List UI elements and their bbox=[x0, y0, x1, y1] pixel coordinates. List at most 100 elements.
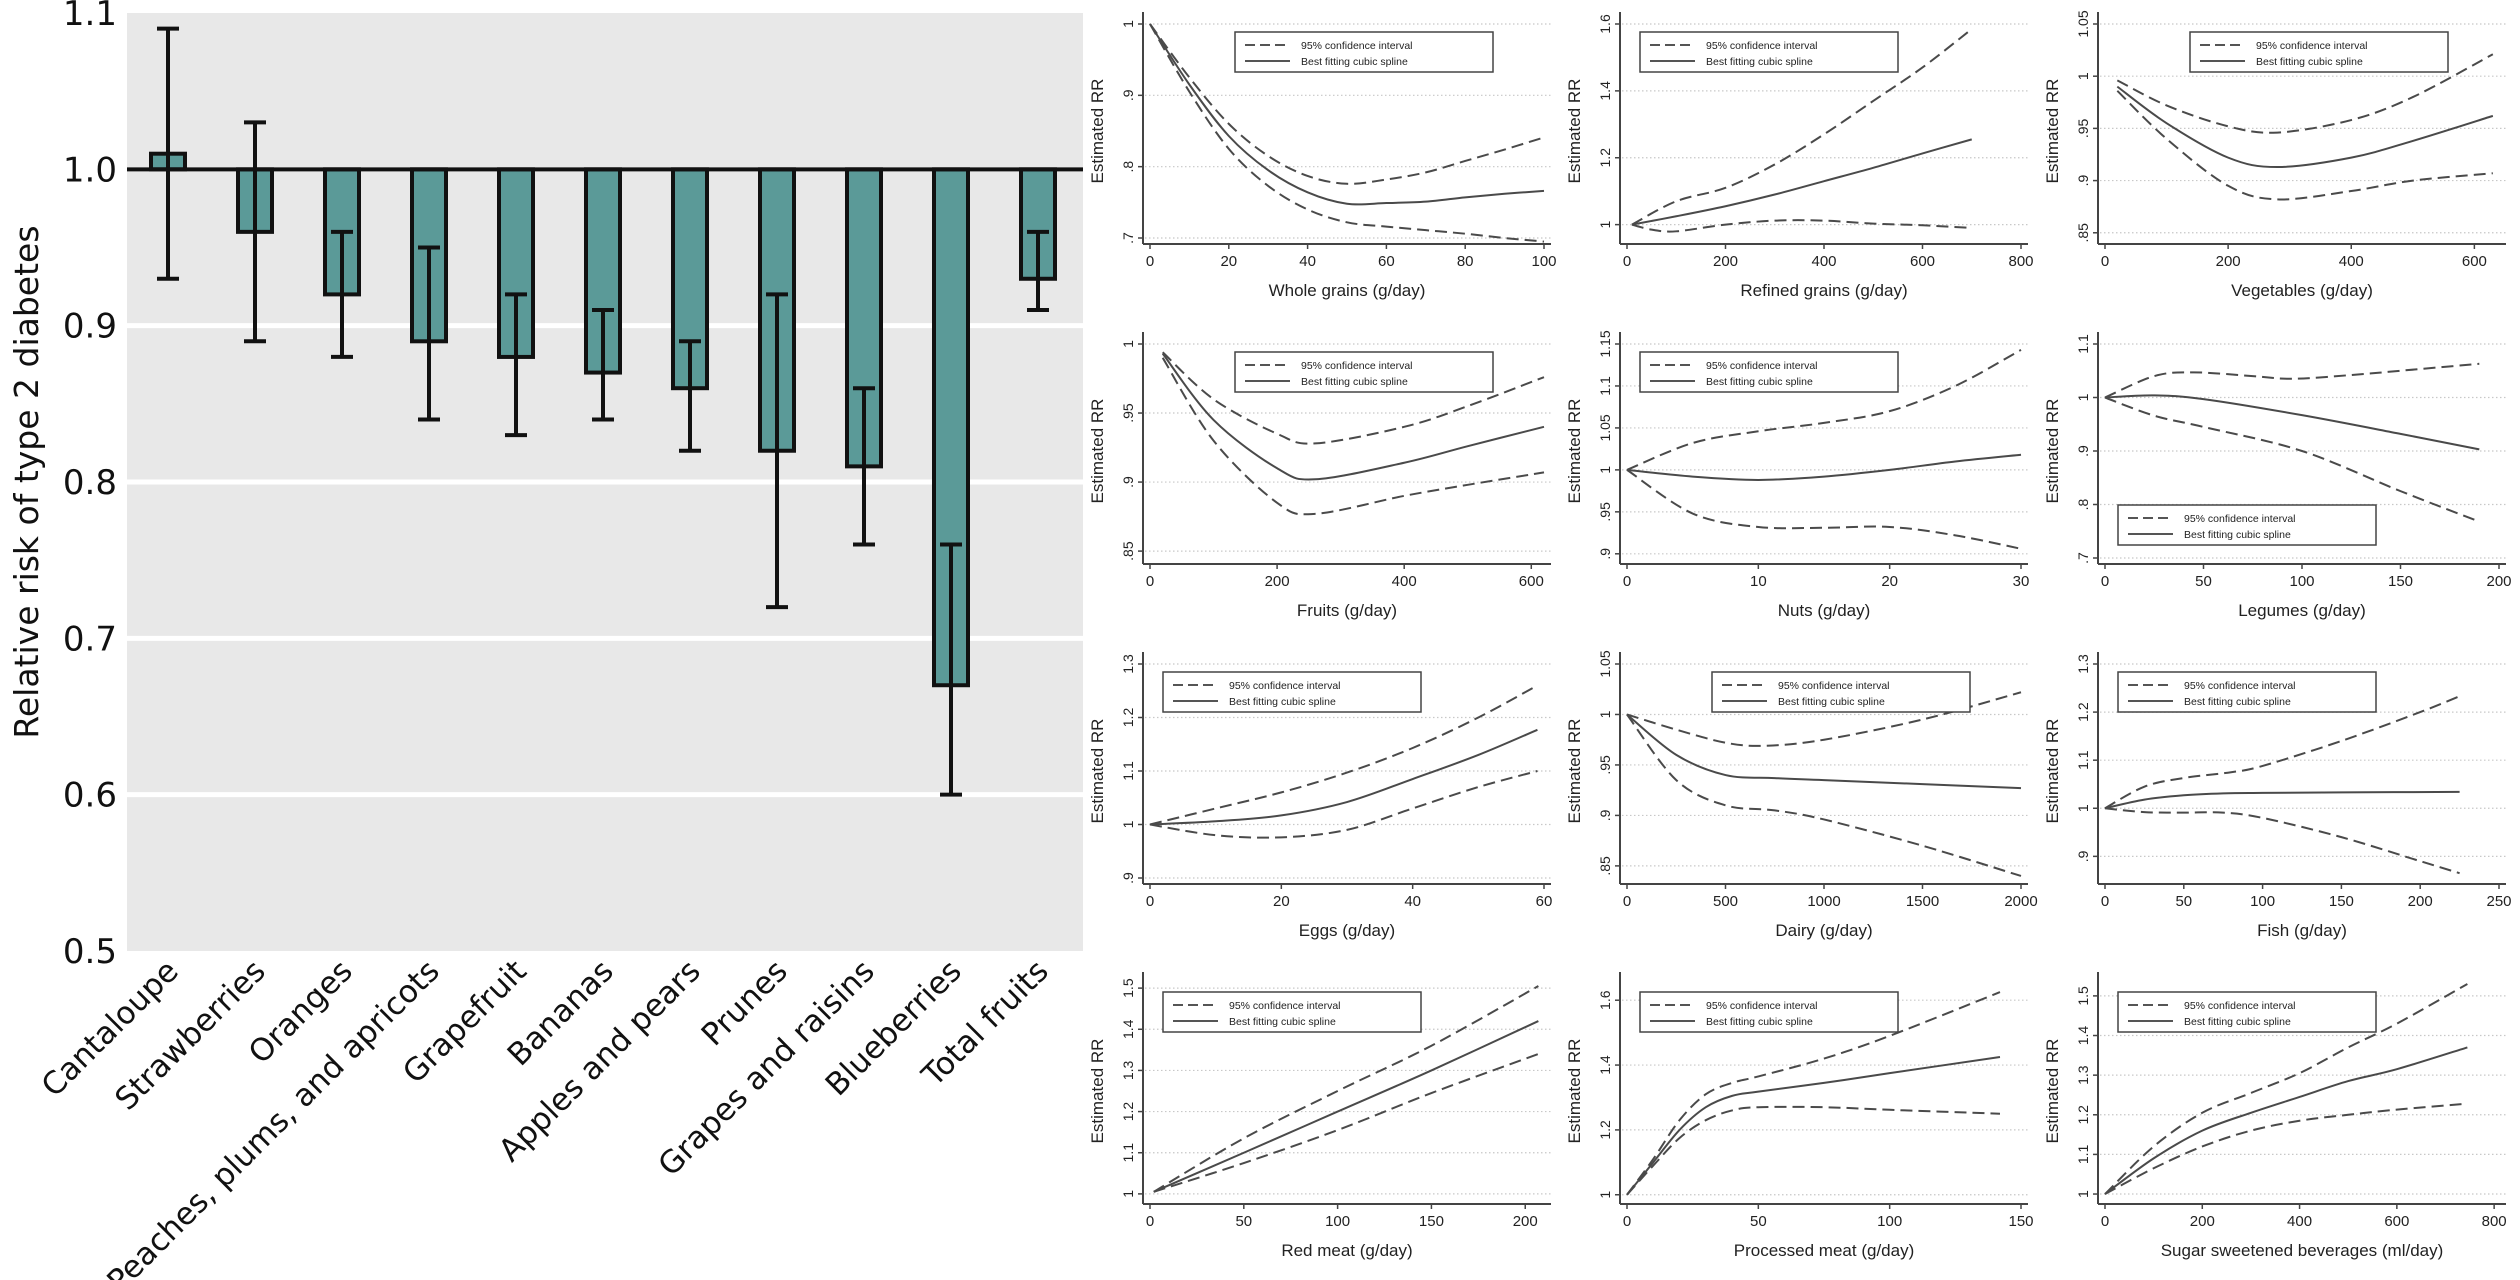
y-tick-label: 1.05 bbox=[1597, 650, 1613, 677]
legend-label: 95% confidence interval bbox=[1301, 40, 1413, 52]
y-tick-label: 1.4 bbox=[1120, 1019, 1136, 1039]
legend-label: 95% confidence interval bbox=[2184, 680, 2296, 692]
y-axis-label: Estimated RR bbox=[1565, 1039, 1584, 1144]
y-tick-label: 1.5 bbox=[1120, 978, 1136, 998]
x-axis-label: Eggs (g/day) bbox=[1299, 921, 1395, 940]
y-tick-label: 1.6 bbox=[1597, 14, 1613, 34]
x-tick-label: 1000 bbox=[1807, 893, 1840, 910]
y-tick-label: 1.15 bbox=[1597, 330, 1613, 357]
y-axis-label: Estimated RR bbox=[2043, 399, 2062, 504]
x-tick-label: 400 bbox=[1392, 573, 1417, 590]
y-tick-label: .8 bbox=[2075, 498, 2091, 510]
y-tick-label: 1 bbox=[1120, 820, 1136, 828]
y-tick-label: 0.7 bbox=[63, 619, 117, 659]
x-tick-label: 100 bbox=[1877, 1213, 1902, 1230]
x-tick-label: 600 bbox=[2462, 253, 2487, 270]
x-axis-label: Whole grains (g/day) bbox=[1269, 281, 1426, 300]
confidence-interval-line bbox=[1626, 691, 2022, 747]
y-tick-label: 1 bbox=[2075, 72, 2091, 80]
spline-panel: .85 .9 .95 1 1.05 0 500 1000 1500 2000 Dairy (g/da… bbox=[1565, 650, 2038, 940]
confidence-interval-line bbox=[2104, 1102, 2468, 1195]
y-tick-label: 1.1 bbox=[63, 0, 117, 34]
spline-panel: 1 1.1 1.2 1.3 1.4 1.5 0 50 100 150 200 Red meat (g/… bbox=[1088, 972, 1551, 1260]
y-tick-label: 1.1 bbox=[1120, 761, 1136, 781]
x-tick-label: 0 bbox=[2101, 573, 2109, 590]
confidence-interval-line bbox=[2104, 983, 2468, 1195]
x-axis-label: Fish (g/day) bbox=[2257, 921, 2347, 940]
legend-label: Best fitting cubic spline bbox=[2256, 56, 2363, 68]
legend: 95% confidence interval Best fitting cubi… bbox=[1639, 351, 1899, 393]
legend-box bbox=[1639, 351, 1899, 393]
legend-label: Best fitting cubic spline bbox=[1706, 1016, 1813, 1028]
y-tick-label: 0.6 bbox=[63, 776, 117, 816]
x-axis-label: Fruits (g/day) bbox=[1297, 601, 1397, 620]
x-tick-label: 60 bbox=[1536, 893, 1553, 910]
legend-label: Best fitting cubic spline bbox=[2184, 1016, 2291, 1028]
y-tick-label: 1.1 bbox=[1120, 1143, 1136, 1163]
legend-box bbox=[1711, 671, 1971, 713]
confidence-interval-line bbox=[1626, 991, 2001, 1196]
legend-label: Best fitting cubic spline bbox=[1706, 376, 1813, 388]
y-tick-label: 1 bbox=[1120, 20, 1136, 28]
spline-panel: 1 1.2 1.4 1.6 0 50 100 150 Processed meat (g/day… bbox=[1565, 972, 2034, 1260]
x-tick-label: 100 bbox=[1325, 1213, 1350, 1230]
x-tick-label: 0 bbox=[2101, 253, 2109, 270]
x-tick-label: 0 bbox=[1146, 253, 1154, 270]
legend-label: 95% confidence interval bbox=[1229, 680, 1341, 692]
spline-panel: 1 1.1 1.2 1.3 1.4 1.5 0 200 400 600 800 Sugar sweet… bbox=[2043, 972, 2507, 1260]
fruit-relative-risk-bar-chart: 0.50.60.70.80.91.01.1 CantaloupeStrawber… bbox=[7, 0, 1083, 1280]
spline-line bbox=[1161, 353, 1545, 481]
spline-line bbox=[1626, 1055, 2001, 1196]
y-tick-label: 1 bbox=[1120, 1190, 1136, 1198]
y-tick-label: 1 bbox=[1597, 221, 1613, 229]
spline-line bbox=[1631, 138, 1973, 226]
x-tick-label: 40 bbox=[1404, 893, 1421, 910]
x-tick-label: 200 bbox=[2216, 253, 2241, 270]
spline-panel: .9 1 1.1 1.2 1.3 0 50 100 150 200 250 Fish (g/day) E… bbox=[2043, 652, 2512, 940]
confidence-interval-line bbox=[2116, 90, 2493, 201]
x-tick-label: 150 bbox=[1419, 1213, 1444, 1230]
legend-box bbox=[1162, 991, 1422, 1033]
x-axis-label: Nuts (g/day) bbox=[1778, 601, 1871, 620]
legend: 95% confidence interval Best fitting cubi… bbox=[2117, 671, 2377, 713]
confidence-interval-line bbox=[1161, 357, 1545, 516]
confidence-interval-line bbox=[2104, 807, 2460, 875]
x-tick-label: 500 bbox=[1713, 893, 1738, 910]
y-tick-label: .9 bbox=[1120, 872, 1136, 884]
y-axis-label: Estimated RR bbox=[1088, 399, 1107, 504]
y-tick-label: .9 bbox=[2075, 175, 2091, 187]
legend-box bbox=[1234, 351, 1494, 393]
x-tick-label: 0 bbox=[1623, 253, 1631, 270]
y-tick-label: .95 bbox=[1120, 403, 1136, 423]
spline-line bbox=[2104, 1046, 2468, 1195]
x-axis-label: Dairy (g/day) bbox=[1775, 921, 1872, 940]
legend-label: Best fitting cubic spline bbox=[2184, 696, 2291, 708]
x-tick-label: 200 bbox=[1713, 253, 1738, 270]
x-tick-label: 200 bbox=[2408, 893, 2433, 910]
spline-line bbox=[1626, 713, 2022, 790]
x-tick-label: 200 bbox=[2190, 1213, 2215, 1230]
x-tick-label: 2000 bbox=[2004, 893, 2037, 910]
legend-box bbox=[2117, 991, 2377, 1033]
y-tick-label: 1.05 bbox=[2075, 10, 2091, 37]
x-tick-label: 0 bbox=[1146, 1213, 1154, 1230]
y-tick-label: 1.1 bbox=[1597, 376, 1613, 396]
x-tick-label: 400 bbox=[2339, 253, 2364, 270]
y-tick-label: .95 bbox=[1597, 502, 1613, 522]
legend-box bbox=[1639, 991, 1899, 1033]
x-tick-label: 100 bbox=[2289, 573, 2314, 590]
y-tick-label: 1.4 bbox=[2075, 1026, 2091, 1046]
y-tick-label: .85 bbox=[1597, 856, 1613, 876]
x-tick-label: 200 bbox=[1265, 573, 1290, 590]
x-tick-label: 600 bbox=[2384, 1213, 2409, 1230]
y-tick-label: 0.5 bbox=[63, 932, 117, 972]
spline-line bbox=[1626, 453, 2022, 481]
y-tick-label: 1.3 bbox=[1120, 1060, 1136, 1080]
y-tick-label: 1 bbox=[1120, 340, 1136, 348]
y-tick-label: 1.6 bbox=[1597, 990, 1613, 1010]
confidence-interval-line bbox=[1631, 219, 1972, 233]
y-tick-label: 1.3 bbox=[2075, 654, 2091, 674]
legend-label: Best fitting cubic spline bbox=[1778, 696, 1885, 708]
legend-label: Best fitting cubic spline bbox=[1706, 56, 1813, 68]
spline-panel: .85 .9 .95 1 1.05 0 200 400 600 Vegetables (g/day… bbox=[2043, 10, 2506, 300]
